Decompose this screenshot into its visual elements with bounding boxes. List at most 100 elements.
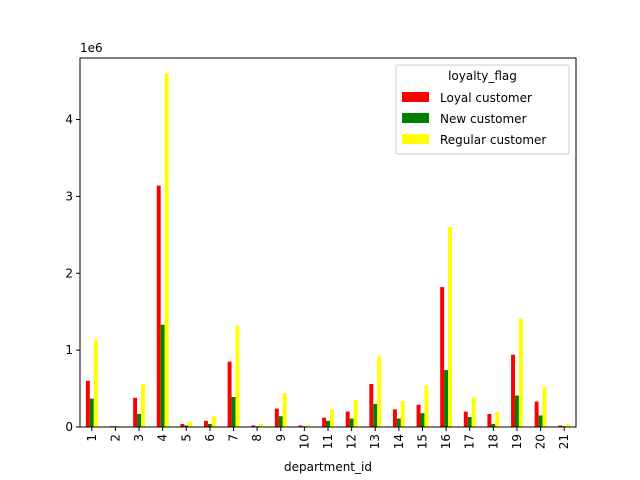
legend-label: New customer <box>440 112 527 126</box>
x-tick-label: 16 <box>439 434 453 449</box>
bar-regular-customer-dept-14 <box>400 400 405 427</box>
legend-swatch <box>402 134 429 144</box>
bar-new-customer-dept-6 <box>207 423 212 427</box>
x-tick-label: 5 <box>179 434 193 442</box>
x-tick-label: 17 <box>463 434 477 449</box>
bar-regular-customer-dept-8 <box>259 423 264 427</box>
bars-group <box>85 73 571 427</box>
bar-loyal-customer-dept-4 <box>156 185 161 427</box>
bar-regular-customer-dept-9 <box>282 393 287 427</box>
bar-loyal-customer-dept-13 <box>369 383 374 427</box>
x-tick-label: 8 <box>250 434 264 442</box>
bar-regular-customer-dept-19 <box>518 318 523 427</box>
x-tick-label: 3 <box>132 434 146 442</box>
bar-loyal-customer-dept-8 <box>251 425 256 427</box>
bar-regular-customer-dept-5 <box>188 421 193 427</box>
bar-loyal-customer-dept-19 <box>511 354 515 427</box>
bar-new-customer-dept-7 <box>231 397 236 427</box>
bar-regular-customer-dept-18 <box>495 411 500 427</box>
x-tick-label: 12 <box>345 434 359 449</box>
bar-loyal-customer-dept-12 <box>345 411 350 427</box>
bar-regular-customer-dept-12 <box>353 400 358 427</box>
legend-label: Regular customer <box>440 133 546 147</box>
bar-new-customer-dept-12 <box>349 418 354 427</box>
y-tick-label: 4 <box>65 113 73 127</box>
bar-loyal-customer-dept-9 <box>274 408 279 427</box>
x-tick-label: 1 <box>85 434 99 442</box>
bar-new-customer-dept-14 <box>396 418 401 427</box>
x-tick-label: 20 <box>534 434 548 449</box>
x-tick-label: 4 <box>156 434 170 442</box>
bar-regular-customer-dept-2 <box>117 425 122 427</box>
bar-loyal-customer-dept-6 <box>204 420 208 427</box>
bar-regular-customer-dept-7 <box>235 325 240 427</box>
bar-new-customer-dept-18 <box>491 423 496 427</box>
bar-regular-customer-dept-21 <box>566 424 571 427</box>
x-tick-label: 19 <box>510 434 524 449</box>
y-tick-label: 3 <box>65 189 73 203</box>
y-offset-label: 1e6 <box>80 41 103 55</box>
plot-frame <box>79 57 577 428</box>
bar-new-customer-dept-11 <box>326 420 330 427</box>
x-tick-label: 9 <box>274 434 288 442</box>
bar-loyal-customer-dept-3 <box>133 397 138 427</box>
y-tick-label: 2 <box>65 266 73 280</box>
bar-new-customer-dept-19 <box>514 395 519 427</box>
bar-new-customer-dept-9 <box>278 416 283 427</box>
bar-loyal-customer-dept-18 <box>487 413 492 427</box>
legend-title: loyalty_flag <box>448 69 517 83</box>
bar-new-customer-dept-1 <box>89 398 94 427</box>
bar-regular-customer-dept-20 <box>542 387 547 427</box>
x-tick-label: 11 <box>321 434 335 449</box>
bar-regular-customer-dept-10 <box>306 425 311 427</box>
bar-regular-customer-dept-11 <box>329 409 334 427</box>
legend-swatch <box>402 92 429 102</box>
bar-new-customer-dept-13 <box>373 403 378 427</box>
bar-new-customer-dept-3 <box>137 413 142 427</box>
y-axis: 0 1 2 3 4 <box>65 113 80 434</box>
bar-new-customer-dept-4 <box>160 324 165 427</box>
bar-regular-customer-dept-13 <box>377 356 382 427</box>
bar-regular-customer-dept-4 <box>164 73 169 427</box>
bar-loyal-customer-dept-21 <box>558 425 563 427</box>
x-tick-label: 21 <box>557 434 571 449</box>
y-tick-label: 1 <box>65 343 73 357</box>
bar-regular-customer-dept-6 <box>211 416 216 427</box>
x-tick-label: 14 <box>392 434 406 449</box>
x-tick-label: 15 <box>415 434 429 449</box>
bar-regular-customer-dept-15 <box>424 385 429 427</box>
bar-regular-customer-dept-17 <box>471 397 476 427</box>
x-tick-label: 7 <box>227 434 241 442</box>
bar-new-customer-dept-5 <box>184 425 189 427</box>
bar-new-customer-dept-17 <box>467 417 472 427</box>
legend: loyalty_flag Loyal customer New customer Re… <box>395 64 570 155</box>
bar-loyal-customer-dept-17 <box>463 411 468 427</box>
legend-box <box>395 64 570 155</box>
bar-regular-customer-dept-1 <box>93 339 98 427</box>
legend-label: Loyal customer <box>440 91 532 105</box>
legend-swatch <box>402 113 429 123</box>
bar-loyal-customer-dept-1 <box>85 380 90 427</box>
x-tick-label: 10 <box>297 434 311 449</box>
x-tick-label: 13 <box>368 434 382 449</box>
x-tick-label: 2 <box>108 434 122 442</box>
bar-regular-customer-dept-16 <box>448 227 452 427</box>
bar-regular-customer-dept-3 <box>141 383 145 427</box>
bar-loyal-customer-dept-16 <box>440 287 445 427</box>
bar-loyal-customer-dept-11 <box>322 417 327 427</box>
x-axis-label: department_id <box>284 460 372 474</box>
bar-loyal-customer-dept-5 <box>180 423 185 427</box>
bar-loyal-customer-dept-10 <box>298 425 303 427</box>
x-tick-label: 18 <box>486 434 500 449</box>
bar-new-customer-dept-16 <box>444 370 449 427</box>
bar-new-customer-dept-15 <box>420 413 425 427</box>
x-axis: 1 2 3 4 5 6 7 8 9 10 11 12 13 14 15 16 17 18 19 20 21 <box>85 427 571 449</box>
y-tick-label: 0 <box>65 420 73 434</box>
bar-loyal-customer-dept-7 <box>227 361 232 427</box>
bar-loyal-customer-dept-14 <box>392 409 397 427</box>
bar-loyal-customer-dept-15 <box>416 404 421 427</box>
bar-new-customer-dept-20 <box>538 415 543 427</box>
bar-loyal-customer-dept-20 <box>534 401 539 427</box>
x-tick-label: 6 <box>203 434 217 442</box>
